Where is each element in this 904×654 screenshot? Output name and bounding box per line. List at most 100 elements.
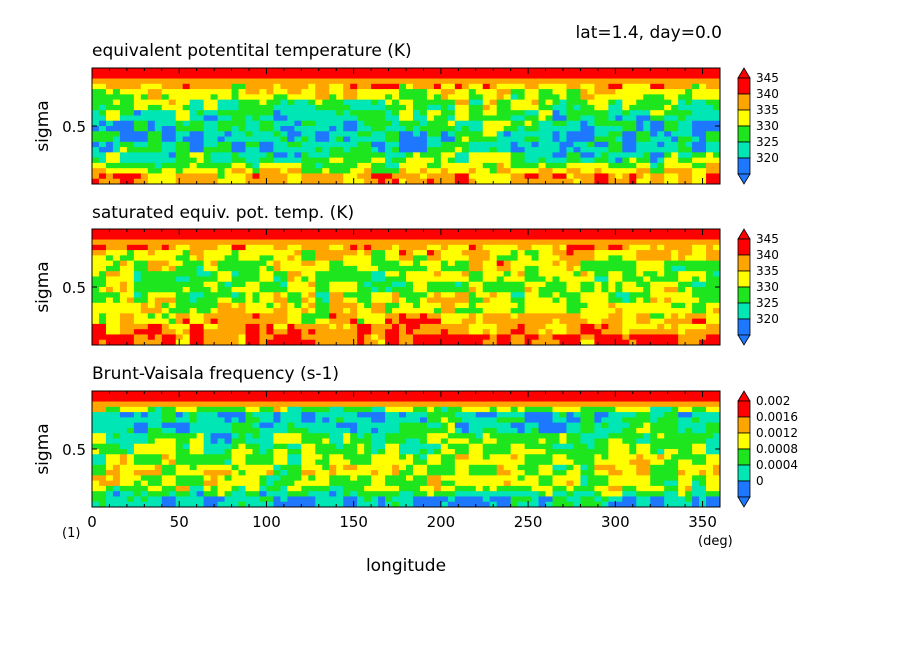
heatmap-cell <box>133 168 142 174</box>
heatmap-cell <box>182 99 191 106</box>
heatmap-cell <box>92 443 100 450</box>
heatmap-cell <box>294 302 302 309</box>
heatmap-cell <box>559 406 567 413</box>
heatmap-cell <box>336 244 344 251</box>
heatmap-cell <box>692 271 700 277</box>
heatmap-cell <box>531 417 539 424</box>
heatmap-cell <box>594 250 602 256</box>
heatmap-cell <box>364 147 372 153</box>
heatmap-cell <box>371 94 379 101</box>
heatmap-cell <box>538 308 546 314</box>
heatmap-cell <box>112 126 121 132</box>
heatmap-cell <box>608 271 616 277</box>
heatmap-cell <box>92 239 100 246</box>
heatmap-cell <box>273 83 281 90</box>
heatmap-cell <box>545 68 553 74</box>
heatmap-cell <box>426 401 435 408</box>
heatmap-cell <box>308 234 316 240</box>
heatmap-cell <box>587 99 595 106</box>
heatmap-cell <box>706 94 714 101</box>
heatmap-cell <box>112 78 121 85</box>
heatmap-cell <box>385 131 393 137</box>
heatmap-cell <box>322 396 330 402</box>
heatmap-cell <box>231 433 239 439</box>
heatmap-cell <box>161 229 170 235</box>
heatmap-cell <box>112 417 121 424</box>
heatmap-cell <box>161 406 170 413</box>
heatmap-cell <box>259 417 267 424</box>
heatmap-cell <box>98 141 107 148</box>
heatmap-cell <box>622 443 630 450</box>
heatmap-cell <box>496 318 505 325</box>
heatmap-cell <box>112 281 121 288</box>
heatmap-cell <box>468 260 477 267</box>
heatmap-cell <box>329 68 337 74</box>
heatmap-cell <box>468 438 477 445</box>
heatmap-cell <box>489 396 498 402</box>
heatmap-cell <box>573 318 581 325</box>
heatmap-cell <box>231 147 239 153</box>
heatmap-cell <box>657 168 665 174</box>
heatmap-cell <box>503 433 512 439</box>
heatmap-cell <box>245 99 253 106</box>
heatmap-cell <box>517 141 526 148</box>
heatmap-cell <box>175 244 184 251</box>
heatmap-cell <box>678 281 686 288</box>
heatmap-cell <box>154 131 163 137</box>
heatmap-cell <box>615 234 623 240</box>
heatmap-cell <box>657 329 665 335</box>
colorbar-segment <box>737 93 751 111</box>
heatmap-cell <box>573 110 581 116</box>
heatmap-cell <box>92 271 100 277</box>
heatmap-cell <box>357 168 365 174</box>
heatmap-cell <box>433 104 442 111</box>
heatmap-cell <box>615 94 623 101</box>
heatmap-cell <box>643 265 651 272</box>
heatmap-cell <box>559 396 567 402</box>
heatmap-cell <box>615 318 623 325</box>
heatmap-cell <box>664 115 672 122</box>
heatmap-cell <box>154 438 163 445</box>
heatmap-cell <box>119 89 128 95</box>
heatmap-cell <box>678 427 686 434</box>
heatmap-cell <box>636 260 644 267</box>
heatmap-cell <box>350 115 358 122</box>
heatmap-cell <box>189 147 198 153</box>
heatmap-cell <box>189 271 198 277</box>
heatmap-cell <box>531 276 539 283</box>
heatmap-cell <box>105 78 114 85</box>
heatmap-cell <box>315 78 323 85</box>
heatmap-cell <box>92 281 100 288</box>
heatmap-cell <box>587 412 595 418</box>
heatmap-cell <box>545 422 553 429</box>
heatmap-cell <box>580 417 588 424</box>
heatmap-cell <box>559 287 567 293</box>
heatmap-cell <box>105 239 114 246</box>
heatmap-cell <box>713 406 721 413</box>
heatmap-cell <box>140 308 149 314</box>
heatmap-cell <box>545 115 553 122</box>
heatmap-cell <box>699 396 707 402</box>
heatmap-cell <box>594 126 602 132</box>
heatmap-cell <box>489 433 498 439</box>
heatmap-cell <box>231 265 239 272</box>
heatmap-cell <box>552 412 560 418</box>
heatmap-cell <box>154 313 163 320</box>
heatmap-cell <box>608 104 616 111</box>
heatmap-cell <box>496 287 505 293</box>
heatmap-cell <box>315 168 323 174</box>
heatmap-cell <box>105 173 114 180</box>
heatmap-cell <box>217 229 225 235</box>
heatmap-cell <box>329 136 337 143</box>
heatmap-cell <box>280 250 288 256</box>
heatmap-cell <box>699 83 707 90</box>
heatmap-cell <box>517 115 526 122</box>
heatmap-cell <box>280 94 288 101</box>
heatmap-cell <box>140 152 149 159</box>
heatmap-cell <box>126 287 135 293</box>
heatmap-cell <box>692 265 700 272</box>
heatmap-cell <box>92 406 100 413</box>
heatmap-cell <box>685 147 693 153</box>
heatmap-cell <box>119 318 128 325</box>
heatmap-cell <box>252 131 260 137</box>
